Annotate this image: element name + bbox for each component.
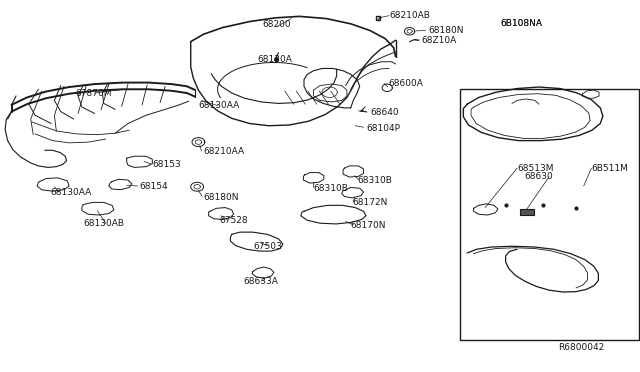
Text: 68210AA: 68210AA — [204, 147, 244, 156]
Text: 68130AA: 68130AA — [198, 101, 239, 110]
Text: 68130A: 68130A — [258, 55, 292, 64]
Text: 68130AB: 68130AB — [83, 219, 124, 228]
Text: 68513M: 68513M — [517, 164, 554, 173]
Text: 68154: 68154 — [140, 182, 168, 191]
Text: 68310B: 68310B — [357, 176, 392, 185]
Bar — [460, 89, 639, 340]
Text: 67870M: 67870M — [76, 89, 112, 97]
Text: 68Z10A: 68Z10A — [421, 36, 456, 45]
Text: 68640: 68640 — [370, 108, 399, 117]
Text: 68180N: 68180N — [429, 26, 464, 35]
Text: 68633A: 68633A — [244, 278, 278, 286]
Text: 6B511M: 6B511M — [591, 164, 628, 173]
Bar — [520, 209, 534, 215]
Text: 68172N: 68172N — [352, 198, 387, 207]
Text: 68200: 68200 — [262, 20, 291, 29]
Text: 68153: 68153 — [152, 160, 181, 169]
Text: 68630: 68630 — [525, 172, 554, 181]
Text: 6B108NA: 6B108NA — [500, 19, 542, 28]
Text: 68600A: 68600A — [388, 79, 423, 88]
Text: 67503: 67503 — [253, 242, 282, 251]
Text: 68180N: 68180N — [204, 193, 239, 202]
Text: 67528: 67528 — [219, 216, 248, 225]
Text: 68104P: 68104P — [366, 124, 400, 133]
Text: 68310B: 68310B — [314, 184, 348, 193]
Text: 6B108NA: 6B108NA — [500, 19, 542, 28]
Text: 68170N: 68170N — [351, 221, 386, 230]
Text: R6800042: R6800042 — [558, 343, 604, 352]
Text: 68130AA: 68130AA — [50, 188, 91, 197]
Text: 68210AB: 68210AB — [389, 11, 430, 20]
